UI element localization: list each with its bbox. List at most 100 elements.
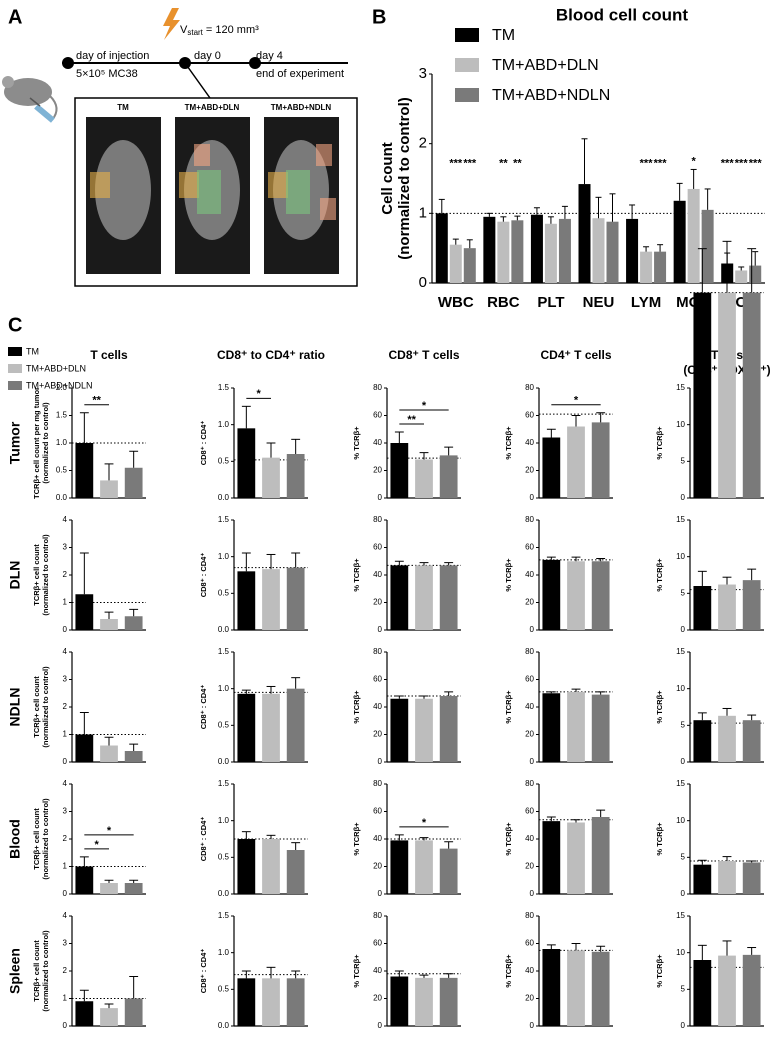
column-title: CD8⁺ T cells <box>388 348 459 362</box>
y-axis-label: CD8⁺ : CD4⁺ <box>199 949 208 994</box>
timeline-dot <box>249 57 261 69</box>
column-title: CD4⁺ T cells <box>540 348 611 362</box>
y-tick-label: 1.5 <box>218 647 230 656</box>
panel-label: C <box>8 314 22 336</box>
bar <box>693 960 712 1026</box>
bar <box>558 218 571 283</box>
bar <box>286 850 305 894</box>
bar <box>124 998 143 1026</box>
timeline-label: 5×10⁵ MC38 <box>76 68 138 80</box>
y-tick-label: 20 <box>525 730 534 739</box>
y-tick-label: 0 <box>681 757 686 766</box>
y-tick-label: 0 <box>378 889 383 898</box>
bar <box>415 459 433 498</box>
tumor-overlay <box>268 172 288 198</box>
y-tick-label: 0 <box>378 493 383 502</box>
bar <box>742 292 761 498</box>
bar <box>75 594 94 630</box>
y-tick-label: 0.5 <box>218 984 230 993</box>
y-axis-label: % TCRβ+ <box>352 426 361 460</box>
y-tick-label: 60 <box>373 411 382 420</box>
mouse-ear <box>2 76 14 88</box>
bar <box>718 861 736 894</box>
y-axis-label: TCRβ+ cell count <box>32 808 41 870</box>
bar <box>124 883 143 894</box>
y-axis-label: CD8⁺ : CD4⁺ <box>199 685 208 730</box>
y-tick-label: 1 <box>63 862 68 871</box>
bar <box>567 822 585 894</box>
significance-label: * <box>422 817 427 829</box>
significance-label: *** <box>640 157 654 169</box>
y-tick-label: 3 <box>63 543 68 552</box>
bar <box>497 221 510 283</box>
y-tick-label: 80 <box>525 911 534 920</box>
y-tick-label: 0 <box>681 625 686 634</box>
y-axis-label: % TCRβ+ <box>504 954 513 988</box>
y-axis-label: (normalized to control) <box>41 930 50 1012</box>
y-tick-label: 0 <box>681 1021 686 1030</box>
significance-label: ** <box>513 157 522 169</box>
bar <box>262 693 280 762</box>
bar <box>237 428 256 498</box>
y-axis-label: TCRβ+ cell count <box>32 676 41 738</box>
y-tick-label: 40 <box>525 438 534 447</box>
legend-swatch <box>455 58 479 72</box>
bar <box>483 216 496 283</box>
timeline-label: end of experiment <box>256 68 344 80</box>
row-label: Spleen <box>7 948 23 994</box>
y-tick-label: 5 <box>681 984 686 993</box>
bar <box>591 694 610 762</box>
bar <box>237 839 256 894</box>
y-tick-label: 60 <box>373 675 382 684</box>
y-tick-label: 60 <box>373 939 382 948</box>
y-tick-label: 3 <box>63 807 68 816</box>
y-axis-label: % TCRβ+ <box>504 690 513 724</box>
y-tick-label: 40 <box>525 966 534 975</box>
y-axis-label: TCRβ+ cell count per mg tumor <box>32 387 41 499</box>
column-title: T cells <box>90 348 128 362</box>
bar <box>390 840 409 894</box>
y-tick-label: 1.5 <box>218 383 230 392</box>
timeline-label: day 0 <box>194 50 221 62</box>
significance-label: * <box>422 400 427 412</box>
y-tick-label: 0.5 <box>218 852 230 861</box>
y-tick-label: 2 <box>63 834 68 843</box>
syringe-needle <box>29 97 41 107</box>
bar <box>237 693 256 762</box>
bar <box>742 580 761 630</box>
bar <box>687 188 700 283</box>
significance-label: * <box>692 155 697 167</box>
y-tick-label: 80 <box>525 779 534 788</box>
panel-label: A <box>8 6 22 28</box>
lightning-icon <box>163 8 180 40</box>
radiation-field <box>286 170 310 214</box>
significance-label: * <box>107 825 112 837</box>
y-tick-label: 60 <box>373 807 382 816</box>
bar <box>591 817 610 894</box>
bar <box>439 977 458 1026</box>
bar <box>415 977 433 1026</box>
bar <box>75 866 94 894</box>
significance-label: * <box>95 839 100 851</box>
y-tick-label: 0.0 <box>56 493 68 502</box>
bar <box>544 223 557 283</box>
y-tick-label: 20 <box>373 598 382 607</box>
bar <box>100 883 118 894</box>
connector <box>184 62 211 99</box>
legend-label: TM+ABD+DLN <box>26 363 86 373</box>
y-tick-label: 80 <box>373 911 382 920</box>
y-tick-label: 4 <box>63 911 68 920</box>
y-tick-label: 2 <box>63 966 68 975</box>
mouse-body <box>4 78 52 106</box>
y-tick-label: 0 <box>63 757 68 766</box>
y-tick-label: 60 <box>525 675 534 684</box>
y-axis-label: (normalized to control) <box>41 798 50 880</box>
bar <box>567 426 585 498</box>
bar <box>237 978 256 1026</box>
significance-label: *** <box>749 157 763 169</box>
bar <box>390 443 409 498</box>
bar <box>735 270 748 283</box>
y-tick-label: 40 <box>373 702 382 711</box>
y-tick-label: 0.5 <box>218 720 230 729</box>
y-tick-label: 15 <box>676 779 685 788</box>
